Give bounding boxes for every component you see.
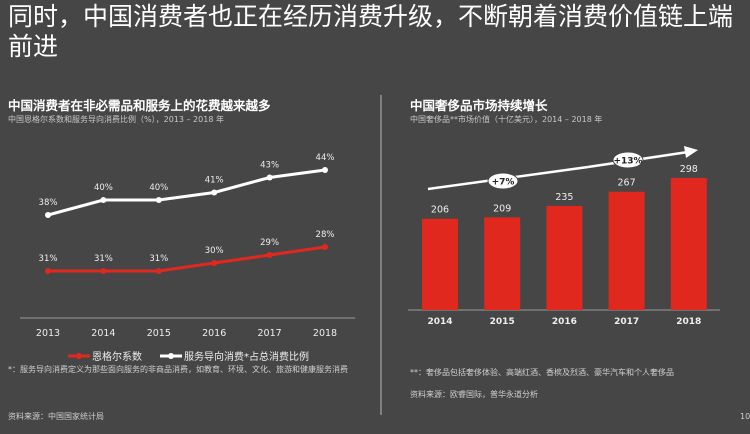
bar [422, 218, 458, 310]
x-tick-label: 2016 [552, 317, 577, 327]
bar-value-label: 298 [680, 164, 698, 175]
bar-value-label: 209 [493, 203, 511, 214]
data-point [155, 197, 162, 203]
x-tick-label: 2014 [91, 328, 115, 339]
series-line-0 [48, 245, 326, 273]
data-point [45, 268, 51, 274]
x-tick-label: 2015 [147, 328, 171, 339]
legend-label-engel: 恩格尔系数 [92, 350, 142, 363]
left-footnote: *：服务导向消费定义为那些面向服务的非商品消费，如教育、环境、文化、旅游和健康服… [8, 365, 348, 374]
x-tick-label: 2014 [427, 317, 452, 327]
data-label: 31% [39, 254, 58, 264]
bar-value-label: 267 [618, 178, 636, 189]
slide-title: 同时，中国消费者也正在经历消费升级，不断朝着消费价值链上端前进 [8, 2, 734, 61]
legend-marker-white [168, 353, 174, 359]
growth-label: +7% [492, 178, 515, 188]
legend-label-service: 服务导向消费*占总消费比例 [184, 350, 309, 363]
bar [484, 217, 521, 310]
data-point [45, 212, 51, 218]
data-label: 41% [205, 176, 224, 186]
x-tick-label: 2015 [490, 317, 515, 327]
data-label: 38% [39, 198, 58, 208]
data-point [266, 252, 273, 258]
x-tick-label: 2017 [614, 317, 639, 327]
right-chart-subtitle: 中国奢侈品**市场价值（十亿美元），2014 – 2018 年 [410, 115, 603, 124]
growth-label: +13% [613, 157, 642, 167]
right-chart-title: 中国奢侈品市场持续增长 [410, 98, 548, 113]
growth-badge [487, 172, 519, 190]
data-label: 43% [260, 161, 279, 171]
data-label: 40% [94, 183, 113, 193]
data-point [211, 260, 218, 266]
arrow-head [684, 146, 698, 158]
x-tick-label: 2017 [258, 328, 282, 339]
data-point [100, 197, 107, 203]
bar [670, 177, 707, 310]
data-point [211, 189, 218, 196]
x-tick-label: 2018 [676, 317, 701, 327]
x-tick-label: 2016 [202, 328, 226, 339]
page-number: 10 [740, 412, 750, 421]
legend: 恩格尔系数 服务导向消费*占总消费比例 [68, 350, 309, 363]
right-source: 资料来源：欧睿国际，普华永道分析 [410, 390, 538, 399]
data-label: 31% [149, 254, 168, 264]
left-source: 资料来源：中国国家统计局 [8, 412, 104, 421]
data-label: 40% [149, 183, 168, 193]
x-tick-label: 2013 [36, 328, 60, 339]
left-chart-subtitle: 中国恩格尔系数和服务导向消费比例（%），2013 – 2018 年 [8, 115, 224, 124]
data-label: 29% [260, 238, 279, 248]
bar-value-label: 235 [555, 192, 573, 203]
data-point [155, 268, 162, 274]
data-label: 28% [316, 230, 335, 240]
data-label: 31% [94, 254, 113, 264]
bar-value-label: 206 [431, 205, 449, 216]
data-point [266, 174, 273, 181]
legend-marker-red [76, 353, 82, 359]
bar [608, 191, 645, 310]
data-label: 44% [316, 153, 335, 163]
data-point [322, 167, 328, 173]
data-label: 30% [205, 246, 224, 256]
data-point [100, 268, 107, 274]
right-footnote: **：奢侈品包括奢侈体验、高端红酒、香槟及烈酒、豪华汽车和个人奢侈品 [410, 368, 674, 377]
growth-badge [612, 151, 644, 169]
series-line-1 [47, 168, 326, 217]
left-chart-title: 中国消费者在非必需品和服务上的花费越来越多 [8, 98, 271, 113]
data-point [322, 244, 328, 250]
x-tick-label: 2018 [313, 328, 337, 339]
bar [546, 205, 583, 310]
